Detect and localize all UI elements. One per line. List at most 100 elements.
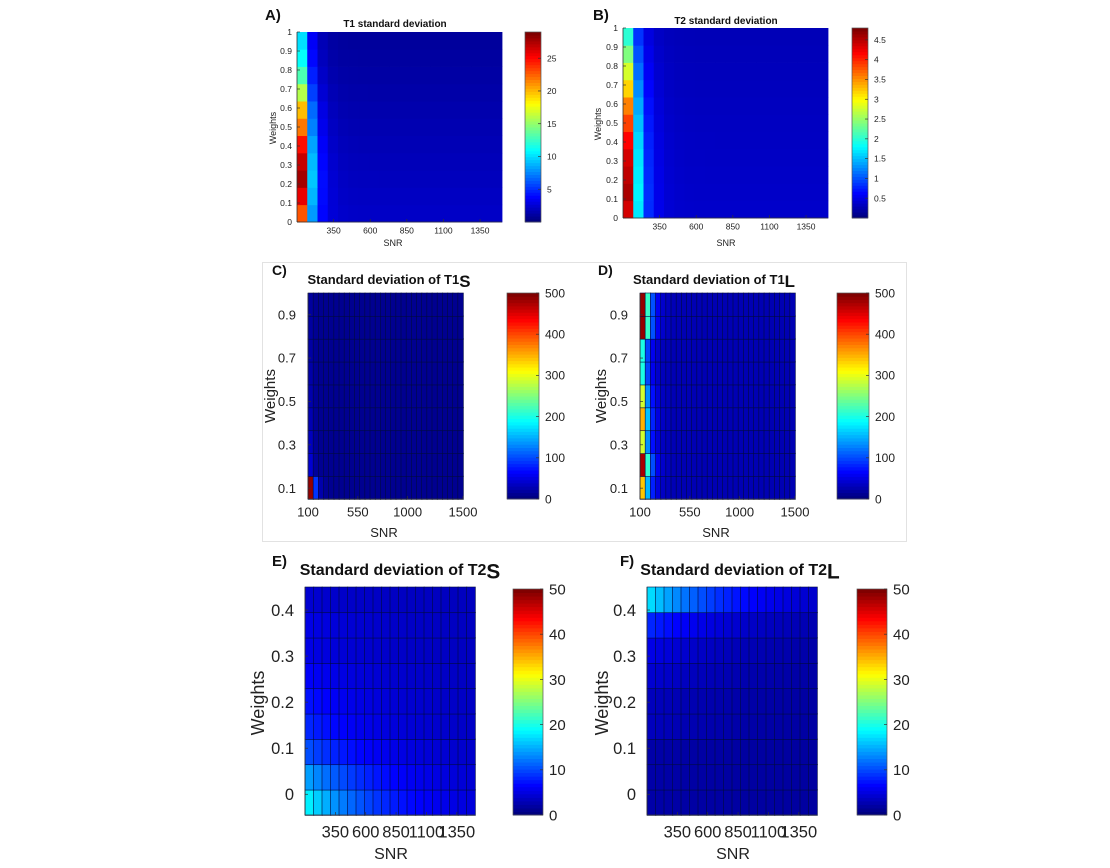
colorbar-segment <box>852 36 868 41</box>
colorbar-segment <box>525 46 541 51</box>
chart-title-text: Standard deviation of T2 <box>300 562 487 579</box>
x-tick-label: 550 <box>347 505 369 520</box>
heatmap-cell <box>672 789 682 816</box>
heatmap-cell <box>655 789 665 816</box>
heatmap-cell <box>389 83 400 102</box>
heatmap-cell <box>797 183 808 202</box>
heatmap-cell <box>694 131 706 150</box>
heatmap-cell <box>431 407 438 432</box>
heatmap-cell <box>312 361 320 386</box>
heatmap-cell <box>655 662 665 690</box>
heatmap-cell <box>731 764 742 791</box>
heatmap-cell <box>385 475 392 500</box>
heatmap-cell <box>440 83 452 102</box>
heatmap-cell <box>338 475 345 500</box>
heatmap-cell <box>655 586 665 614</box>
heatmap-cell <box>348 66 359 85</box>
heatmap-cell <box>748 315 755 340</box>
heatmap-cell <box>415 612 425 639</box>
colorbar-segment <box>507 444 539 448</box>
heatmap-cell <box>735 97 747 115</box>
colorbar-segment <box>837 428 869 432</box>
chart-title-text: T1 standard deviation <box>343 19 446 30</box>
heatmap-cell <box>643 183 655 202</box>
heatmap-cell <box>756 114 767 133</box>
heatmap-cell <box>727 475 734 500</box>
colorbar-segment <box>525 91 541 95</box>
heatmap-cell <box>338 789 349 816</box>
colorbar-segment <box>525 138 541 143</box>
colorbar-segment <box>837 408 869 413</box>
heatmap-cell <box>787 79 798 98</box>
heatmap-cell <box>633 28 644 46</box>
heatmap-cell <box>684 62 696 81</box>
heatmap-cell <box>355 688 366 715</box>
heatmap-cell <box>343 475 351 500</box>
heatmap-cell <box>400 452 407 477</box>
heatmap-cell <box>491 135 503 154</box>
heatmap-cell <box>797 148 808 167</box>
heatmap-cell <box>756 28 767 46</box>
heatmap-cell <box>727 407 734 432</box>
y-tick-label: 0.3 <box>280 160 292 170</box>
heatmap-cell <box>696 452 703 477</box>
heatmap-cell <box>672 713 682 740</box>
heatmap-cell <box>655 738 665 766</box>
heatmap-cell <box>789 361 796 386</box>
colorbar-segment <box>852 206 868 210</box>
heatmap-cell <box>665 430 672 454</box>
heatmap-cell <box>420 170 431 188</box>
colorbar-segment <box>507 299 539 304</box>
colorbar-tick-label: 500 <box>875 286 895 300</box>
heatmap-cell <box>461 83 472 102</box>
y-tick-label: 0.3 <box>606 156 618 166</box>
colorbar-segment <box>852 215 868 219</box>
heatmap-cell <box>442 407 449 432</box>
heatmap-cell <box>457 586 468 614</box>
heatmap-cell <box>789 475 796 500</box>
heatmap-cell <box>450 101 462 119</box>
heatmap-cell <box>313 612 323 639</box>
colorbar-tick-label: 20 <box>893 717 910 734</box>
colorbar-segment <box>837 379 869 384</box>
heatmap-cell <box>354 384 361 409</box>
heatmap-cell <box>313 789 323 816</box>
colorbar-segment <box>852 117 868 121</box>
heatmap-cell <box>672 764 682 791</box>
heatmap-cell <box>338 637 349 664</box>
heatmap-cell <box>784 315 791 340</box>
heatmap-cell <box>307 118 318 137</box>
colorbar-segment <box>513 589 543 594</box>
heatmap-cell <box>431 430 438 454</box>
heatmap-cell <box>722 338 729 363</box>
colorbar-segment <box>857 709 887 714</box>
colorbar-segment <box>513 680 543 685</box>
colorbar-segment <box>837 357 869 362</box>
heatmap-cell <box>680 738 691 766</box>
heatmap-cell <box>430 32 441 50</box>
heatmap-cell <box>646 764 657 791</box>
colorbar-segment <box>507 482 539 487</box>
colorbar-segment <box>513 705 543 710</box>
heatmap-cell <box>348 135 359 154</box>
heatmap-cell <box>313 662 323 690</box>
heatmap-cell <box>740 586 750 614</box>
colorbar-segment <box>525 141 541 146</box>
y-tick-label: 0.5 <box>280 122 292 132</box>
heatmap-cell <box>696 384 703 409</box>
colorbar-segment <box>857 698 887 703</box>
colorbar-segment <box>513 627 543 632</box>
colorbar-segment <box>857 592 887 597</box>
heatmap-cell <box>398 662 408 690</box>
colorbar-segment <box>857 599 887 604</box>
colorbar-tick-label: 200 <box>875 410 895 424</box>
heatmap-cell <box>705 200 716 219</box>
heatmap-cell <box>784 475 791 500</box>
colorbar-segment <box>525 82 541 86</box>
heatmap-cell <box>457 475 464 500</box>
colorbar-segment <box>513 656 543 661</box>
heatmap-cell <box>722 452 729 477</box>
colorbar-segment <box>525 177 541 181</box>
heatmap-cell <box>457 637 468 664</box>
